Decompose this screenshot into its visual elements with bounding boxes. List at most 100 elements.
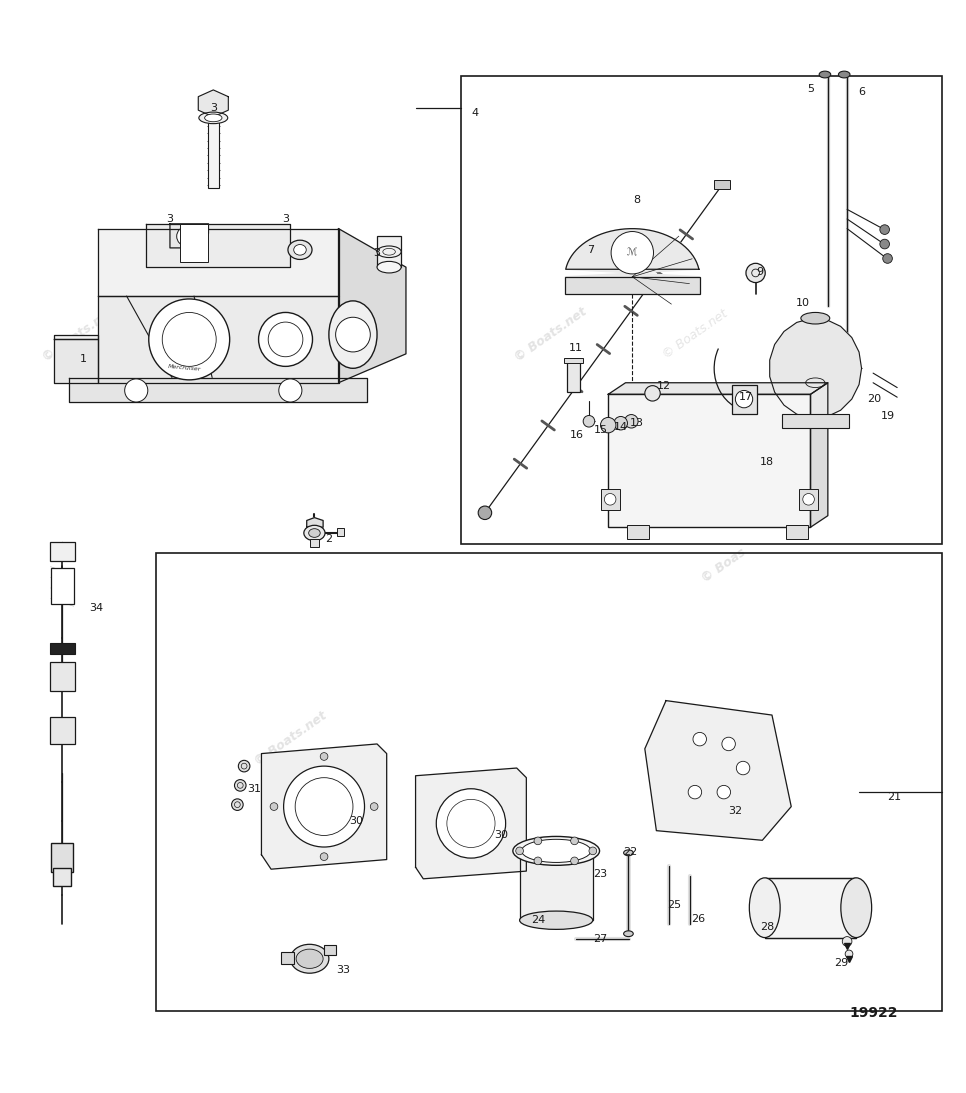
Ellipse shape — [624, 850, 634, 856]
Ellipse shape — [838, 71, 850, 78]
Bar — [765, 878, 856, 938]
Polygon shape — [54, 340, 98, 383]
Circle shape — [688, 786, 701, 799]
Circle shape — [232, 799, 243, 810]
Text: 17: 17 — [739, 392, 753, 402]
Circle shape — [320, 853, 327, 860]
Polygon shape — [307, 518, 323, 527]
Polygon shape — [415, 768, 526, 879]
Text: 19922: 19922 — [849, 1007, 897, 1021]
Text: 10: 10 — [796, 297, 810, 308]
Bar — [281, 952, 295, 964]
Ellipse shape — [624, 931, 634, 937]
Polygon shape — [810, 383, 828, 527]
Bar — [731, 385, 756, 413]
Circle shape — [611, 232, 653, 274]
Ellipse shape — [840, 878, 871, 938]
Text: 24: 24 — [530, 915, 545, 926]
Text: 4: 4 — [471, 108, 479, 118]
Bar — [461, 77, 943, 543]
Circle shape — [880, 225, 890, 234]
Ellipse shape — [750, 878, 781, 938]
Text: 11: 11 — [568, 343, 582, 353]
Polygon shape — [98, 296, 338, 383]
Circle shape — [845, 950, 853, 957]
Circle shape — [239, 761, 250, 772]
Ellipse shape — [304, 526, 325, 541]
Text: 27: 27 — [593, 933, 608, 943]
Ellipse shape — [199, 113, 228, 124]
Circle shape — [571, 857, 579, 865]
Circle shape — [279, 379, 302, 402]
Circle shape — [693, 732, 706, 745]
Text: 3: 3 — [210, 103, 216, 114]
Polygon shape — [609, 383, 828, 395]
Bar — [324, 945, 335, 955]
Text: © Boats.net: © Boats.net — [40, 305, 117, 364]
Ellipse shape — [205, 114, 222, 121]
Text: 19: 19 — [880, 411, 895, 422]
Bar — [564, 357, 583, 364]
Text: ℳ: ℳ — [627, 248, 638, 258]
Text: 29: 29 — [835, 957, 848, 967]
Bar — [208, 120, 219, 188]
Text: 1: 1 — [80, 354, 87, 364]
Bar — [49, 662, 74, 691]
Circle shape — [717, 786, 730, 799]
Bar — [567, 361, 581, 392]
Bar — [799, 489, 818, 510]
Circle shape — [516, 847, 524, 855]
Bar — [53, 868, 71, 885]
Ellipse shape — [377, 246, 401, 258]
Circle shape — [370, 802, 378, 810]
Text: 12: 12 — [657, 380, 671, 390]
Text: 21: 21 — [887, 792, 901, 802]
Text: 8: 8 — [634, 195, 640, 204]
Polygon shape — [645, 701, 791, 841]
Bar — [377, 236, 401, 267]
Circle shape — [583, 415, 595, 427]
Circle shape — [880, 239, 890, 249]
Text: 13: 13 — [630, 419, 644, 428]
Circle shape — [571, 837, 579, 845]
Circle shape — [803, 494, 814, 505]
Text: Mercruiser: Mercruiser — [167, 364, 201, 373]
Text: 3: 3 — [374, 248, 381, 258]
Text: 30: 30 — [495, 831, 508, 841]
Bar — [786, 526, 808, 539]
Text: 26: 26 — [691, 914, 705, 925]
Text: 5: 5 — [807, 84, 814, 94]
Bar — [714, 180, 729, 189]
Text: 3: 3 — [166, 214, 174, 224]
Circle shape — [589, 847, 597, 855]
Bar — [336, 528, 344, 536]
Text: 3: 3 — [282, 214, 289, 224]
Circle shape — [534, 857, 542, 865]
Circle shape — [605, 494, 616, 505]
Circle shape — [437, 789, 505, 858]
Text: 33: 33 — [336, 965, 351, 975]
Circle shape — [842, 937, 852, 947]
Circle shape — [625, 414, 639, 428]
Bar — [310, 539, 319, 546]
Ellipse shape — [520, 912, 593, 929]
Circle shape — [320, 753, 327, 761]
Circle shape — [614, 416, 628, 430]
Text: 30: 30 — [349, 816, 363, 826]
Bar — [565, 277, 699, 294]
Ellipse shape — [309, 529, 320, 538]
Circle shape — [746, 263, 765, 283]
Ellipse shape — [288, 240, 312, 259]
Ellipse shape — [294, 245, 306, 255]
Circle shape — [883, 254, 893, 263]
Text: © Boats.net: © Boats.net — [512, 305, 589, 364]
Polygon shape — [338, 228, 406, 383]
Circle shape — [270, 802, 278, 810]
Ellipse shape — [328, 301, 377, 368]
Text: 28: 28 — [760, 922, 775, 932]
Bar — [51, 843, 72, 872]
Bar — [49, 643, 74, 655]
Text: 7: 7 — [587, 245, 594, 255]
Circle shape — [601, 418, 616, 433]
Circle shape — [478, 506, 492, 519]
